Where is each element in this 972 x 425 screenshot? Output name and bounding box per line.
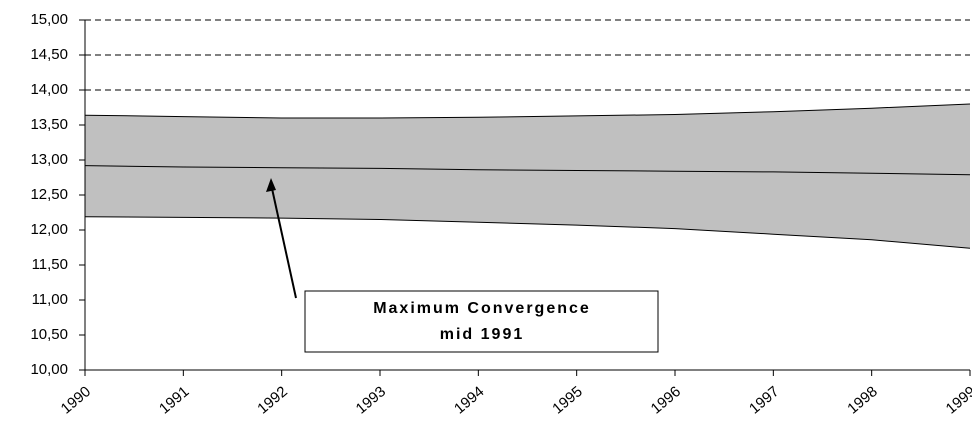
series-line: [84, 103, 971, 119]
y-tick-label: 12,00: [30, 221, 68, 238]
x-tick-label: 1995: [549, 383, 585, 417]
x-tick-label: 1997: [746, 383, 782, 417]
x-tick-label: 1999: [943, 383, 972, 417]
x-tick-label: 1993: [353, 383, 389, 417]
x-tick-label: 1994: [451, 383, 487, 417]
y-tick-label: 15,00: [30, 11, 68, 28]
y-tick-label: 14,50: [30, 46, 68, 63]
y-tick-label: 10,50: [30, 326, 68, 343]
y-tick-label: 12,50: [30, 186, 68, 203]
band-area: [85, 104, 970, 249]
series-line: [84, 165, 971, 176]
y-tick-label: 10,00: [30, 361, 68, 378]
y-tick-label: 11,00: [32, 291, 68, 308]
y-tick-label: 13,50: [30, 116, 68, 133]
annotation-line: mid 1991: [440, 326, 524, 343]
y-tick-label: 11,50: [32, 256, 68, 273]
annotation-box: [304, 290, 659, 353]
x-tick-label: 1992: [254, 383, 290, 417]
annotation-arrow: [270, 183, 297, 299]
y-tick-label: 13,00: [30, 151, 68, 168]
x-tick-label: 1990: [58, 383, 94, 417]
x-tick-label: 1998: [844, 383, 880, 417]
x-tick-label: 1996: [648, 383, 684, 417]
y-tick-label: 14,00: [30, 81, 68, 98]
arrow-head: [266, 178, 276, 192]
x-tick-label: 1991: [156, 383, 192, 417]
annotation-line: Maximum Convergence: [373, 300, 591, 317]
series-line: [84, 216, 971, 249]
